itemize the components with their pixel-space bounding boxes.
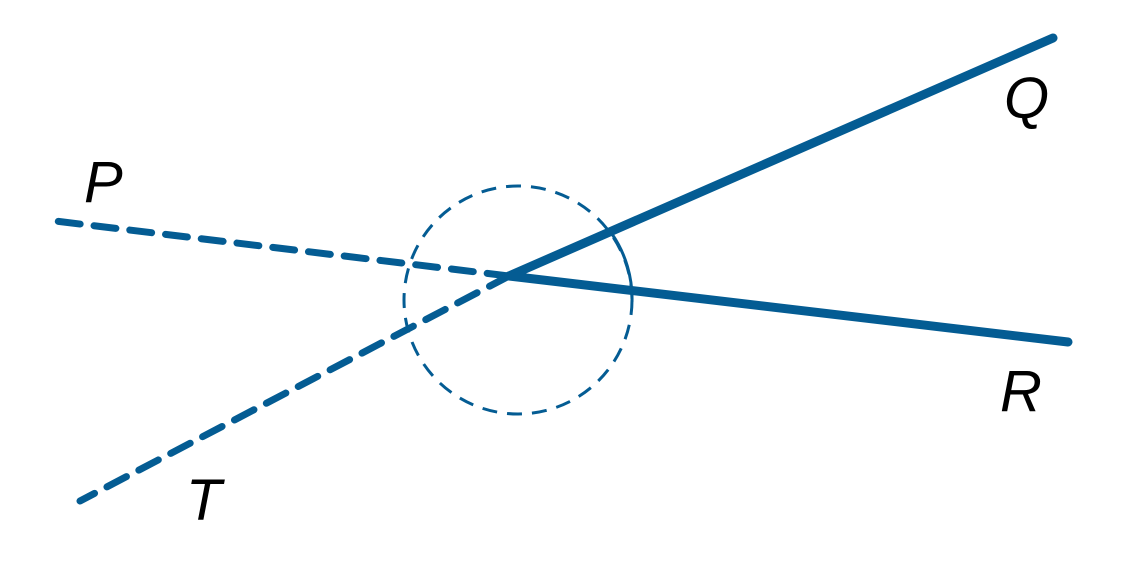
label-p: P <box>84 150 123 215</box>
label-t: T <box>186 468 225 533</box>
label-r: R <box>1000 359 1042 424</box>
ray-p-dashed <box>51 217 513 280</box>
angle-arc-dashed <box>402 184 634 416</box>
ray-r <box>504 271 1073 347</box>
ray-t-dashed <box>76 272 513 505</box>
angle-arc-solid <box>610 233 634 303</box>
label-q: Q <box>1004 66 1049 131</box>
ray-q <box>504 33 1058 281</box>
